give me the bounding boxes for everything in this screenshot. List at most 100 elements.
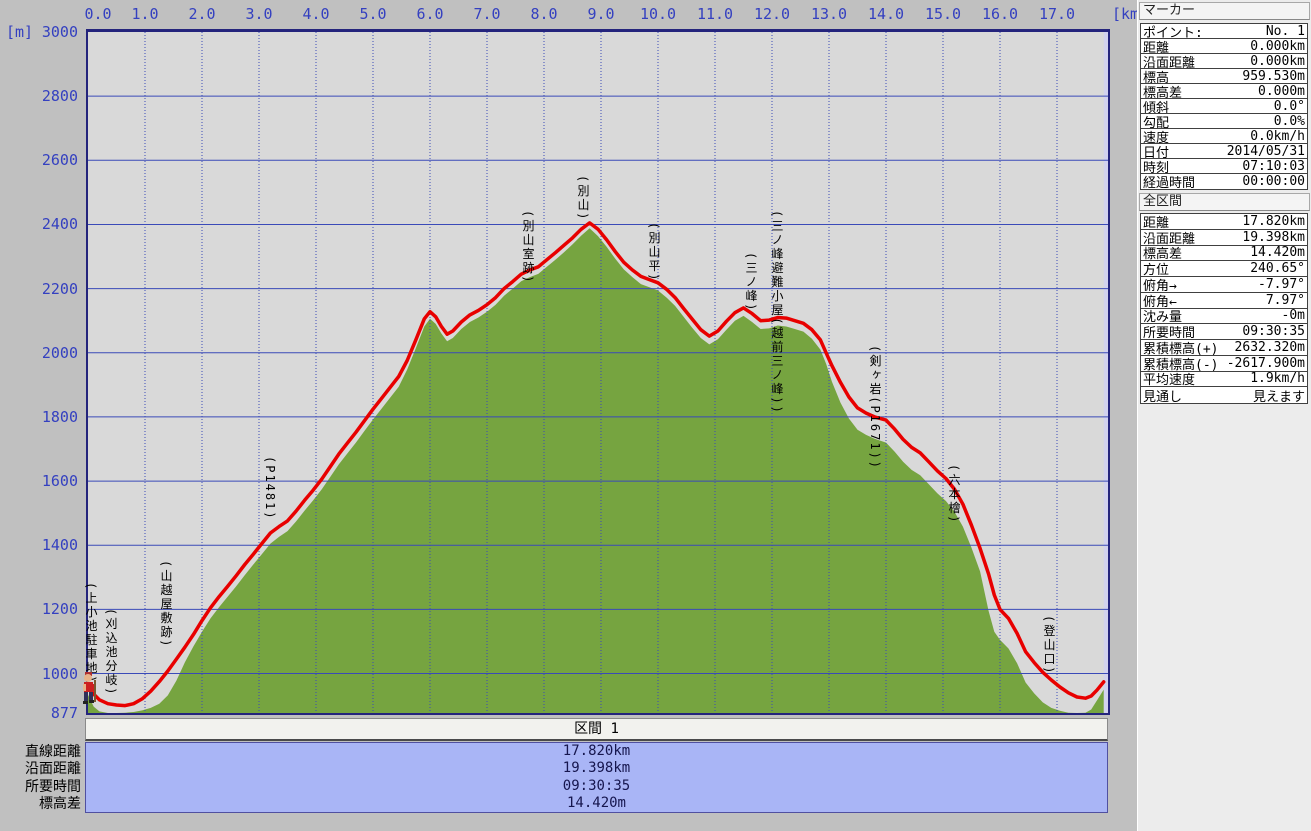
total-label: 所要時間 [1143,326,1196,340]
total-value: 19.398km [1242,229,1305,245]
total-label: 標高差 [1143,247,1183,262]
waypoint-label: (P1481) [263,456,277,521]
y-axis-tick: 1800 [41,407,78,426]
x-axis-tick: 10.0 [639,5,677,23]
total-row: 距離 17.820km [1141,214,1307,230]
y-axis-tick: 2400 [41,215,78,234]
total-table: 距離 17.820km 沿面距離 19.398km 標高差 14.420m 方位 240.65… [1140,213,1308,404]
marker-value: No. 1 [1265,24,1305,39]
marker-row: 勾配 0.0% [1141,114,1307,129]
total-row: 見通し 見えます [1141,387,1307,403]
waypoint-label: (三ノ峰避難小屋(越前三ノ峰)) [770,210,784,415]
beyond-track-strip [1103,32,1108,713]
x-axis-tick: 1.0 [131,5,159,23]
x-axis-tick: 0.0 [84,5,112,23]
total-label: 俯角→ [1143,278,1177,293]
y-axis-tick: 1000 [41,664,78,683]
y-axis-tick: 2800 [41,87,78,106]
marker-label: 速度 [1143,130,1170,144]
total-label: 沈み量 [1143,310,1183,325]
marker-value: 0.0% [1273,114,1305,129]
total-row: 俯角← 7.97° [1141,293,1307,309]
total-row: 沈み量 -0m [1141,309,1307,325]
section-row-label: 直線距離 [25,744,81,760]
plot-area[interactable]: (上小池駐車地) (刈込池分岐) (山越屋敷跡) (P1481) (別山室跡) (別山) (… [83,32,1108,713]
waypoint-label: (上小池駐車地) [84,582,98,685]
x-axis-tick: 13.0 [810,5,848,23]
total-label: 平均速度 [1143,373,1196,388]
waypoint-label: (別山室跡) [521,210,535,285]
waypoint-label: (別山平) [647,222,661,283]
total-value: -7.97° [1258,277,1305,292]
waypoint-label: (六本檜) [947,464,961,525]
x-axis-tick: 7.0 [473,5,501,23]
marker-value: 959.530m [1242,69,1305,84]
total-row: 累積標高(+) 2632.320m [1141,340,1307,356]
section-row-label: 所要時間 [25,778,81,795]
elevation-plot-svg[interactable] [88,32,1108,713]
marker-row: 標高 959.530m [1141,69,1307,84]
section-row-value: 09:30:35 [562,777,631,794]
marker-panel-header: マーカー [1139,2,1310,20]
y-axis-tick: 1600 [41,472,78,491]
total-value: 7.97° [1265,292,1305,308]
y-axis-tick: 1400 [41,536,78,555]
track-line[interactable] [88,221,1106,708]
marker-row: 速度 0.0km/h [1141,129,1307,144]
marker-label: 時刻 [1143,160,1170,174]
total-value: 09:30:35 [1242,324,1305,340]
marker-row: 経過時間 00:00:00 [1141,174,1307,189]
x-axis-tick: 4.0 [302,5,330,23]
x-axis-tick: 9.0 [587,5,615,23]
waypoint-label: (別山) [576,175,590,222]
marker-value: 0.000m [1258,84,1305,99]
marker-value: 0.0° [1273,99,1305,114]
section-row-label: 沿面距離 [25,761,81,778]
x-axis-tick: 12.0 [753,5,791,23]
marker-row: 日付 2014/05/31 [1141,144,1307,159]
total-label: 距離 [1143,215,1170,230]
x-axis-tick: 17.0 [1038,5,1076,23]
marker-value: 0.000km [1250,54,1305,69]
marker-table: ポイント: No. 1 距離 0.000km 沿面距離 0.000km 標高 959.530m… [1140,23,1308,190]
marker-row: 沿面距離 0.000km [1141,54,1307,69]
marker-label: 標高 [1143,70,1170,84]
x-axis-tick: 16.0 [981,5,1019,23]
elevation-chart[interactable]: (上小池駐車地) (刈込池分岐) (山越屋敷跡) (P1481) (別山室跡) (別山) (… [83,29,1110,715]
marker-value: 2014/05/31 [1226,144,1305,159]
marker-row: 標高差 0.000m [1141,84,1307,99]
y-axis-tick: 1200 [41,600,78,619]
total-panel-title: 全区間 [1143,194,1183,209]
marker-label: ポイント: [1143,25,1203,39]
section-values-box: 17.820km 19.398km 09:30:35 14.420m [85,742,1108,813]
marker-label: 日付 [1143,145,1170,159]
waypoint-label: (剣ヶ岩(P1671)) [868,345,882,471]
total-label: 俯角← [1143,294,1177,309]
marker-value: 00:00:00 [1242,174,1305,189]
marker-label: 勾配 [1143,115,1170,129]
total-value: 14.420m [1250,245,1305,261]
x-axis-tick: 11.0 [696,5,734,23]
total-row: 標高差 14.420m [1141,246,1307,262]
total-value: -0m [1281,308,1305,324]
hiker-marker-icon[interactable] [78,670,100,704]
marker-row: 距離 0.000km [1141,39,1307,54]
total-value: -2617.900m [1226,355,1305,371]
total-value: 17.820km [1242,214,1305,229]
waypoint-label: (山越屋敷跡) [159,560,173,649]
y-axis-tick: 2000 [41,343,78,362]
total-row: 平均速度 1.9km/h [1141,372,1307,388]
waypoint-label: (刈込池分岐) [104,608,118,697]
total-value: 見えます [1252,389,1305,403]
section-row-labels: 直線距離 沿面距離 所要時間 標高差 [0,744,81,814]
total-label: 累積標高(-) [1143,357,1219,372]
marker-label: 経過時間 [1143,176,1196,189]
section-title: 区間 1 [574,721,619,737]
y-axis-tick: 2200 [41,279,78,298]
total-label: 見通し [1143,389,1183,403]
info-sidebar: マーカー ポイント: No. 1 距離 0.000km 沿面距離 0.000km 標高 959… [1137,0,1311,831]
y-axis-min-tick: 877 [50,704,78,722]
marker-value: 0.0km/h [1250,129,1305,144]
total-label: 方位 [1143,263,1170,277]
